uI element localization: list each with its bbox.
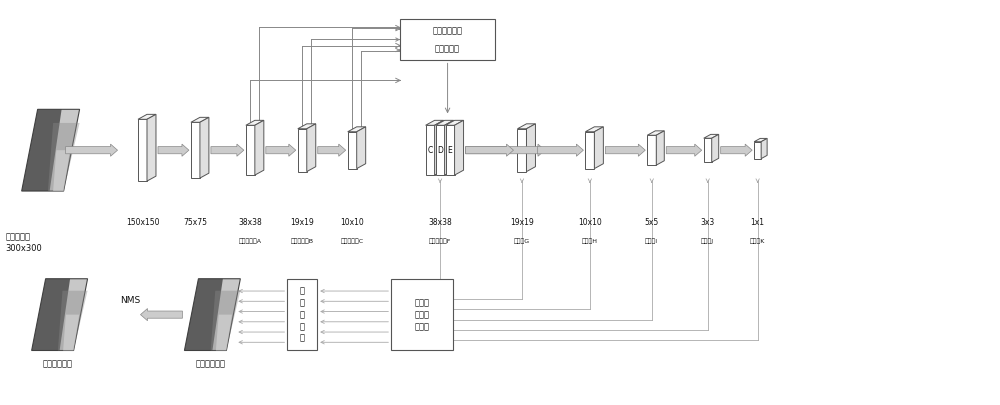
Polygon shape — [298, 124, 316, 129]
Text: 深度特征图C: 深度特征图C — [341, 238, 364, 244]
FancyArrow shape — [66, 144, 118, 156]
Polygon shape — [446, 120, 464, 125]
Polygon shape — [426, 125, 435, 175]
Text: 10x10: 10x10 — [578, 218, 602, 227]
Polygon shape — [426, 120, 444, 125]
Text: 1x1: 1x1 — [751, 218, 765, 227]
Text: E: E — [448, 146, 452, 155]
Polygon shape — [526, 124, 535, 172]
Polygon shape — [246, 120, 264, 125]
Polygon shape — [22, 109, 80, 191]
FancyArrow shape — [537, 144, 583, 156]
Polygon shape — [191, 122, 200, 178]
Polygon shape — [32, 279, 88, 350]
FancyArrow shape — [318, 144, 346, 156]
Text: 75x75: 75x75 — [183, 218, 207, 227]
Polygon shape — [436, 120, 454, 125]
FancyArrow shape — [158, 144, 189, 156]
Text: 输入图像：: 输入图像： — [6, 232, 31, 241]
Polygon shape — [32, 279, 70, 350]
Polygon shape — [446, 125, 455, 175]
Polygon shape — [138, 119, 147, 181]
Polygon shape — [647, 131, 664, 135]
Polygon shape — [647, 135, 656, 165]
Polygon shape — [53, 150, 70, 191]
Text: 5x5: 5x5 — [645, 218, 659, 227]
Polygon shape — [585, 127, 603, 132]
FancyBboxPatch shape — [391, 279, 453, 350]
Text: 深度特征图A: 深度特征图A — [239, 238, 262, 244]
Polygon shape — [211, 291, 240, 350]
Polygon shape — [348, 127, 366, 132]
FancyArrow shape — [466, 144, 513, 156]
Polygon shape — [761, 139, 767, 159]
Polygon shape — [436, 125, 445, 175]
Text: 最终检测结果: 最终检测结果 — [43, 359, 73, 369]
FancyArrow shape — [266, 144, 296, 156]
Text: 特征图G: 特征图G — [514, 238, 530, 244]
Text: 10x10: 10x10 — [340, 218, 364, 227]
Polygon shape — [184, 279, 240, 350]
Polygon shape — [298, 129, 307, 172]
Polygon shape — [585, 132, 594, 168]
Polygon shape — [348, 132, 357, 168]
Text: NMS: NMS — [120, 296, 141, 305]
Text: D: D — [437, 146, 443, 155]
FancyArrow shape — [666, 144, 702, 156]
Polygon shape — [754, 139, 767, 142]
Text: 特征图I: 特征图I — [645, 238, 658, 244]
FancyArrow shape — [605, 144, 645, 156]
Polygon shape — [147, 114, 156, 181]
Polygon shape — [357, 127, 366, 168]
Text: 300x300: 300x300 — [6, 244, 42, 253]
Polygon shape — [656, 131, 664, 165]
Text: 多
尺
度
检
测: 多 尺 度 检 测 — [300, 286, 305, 343]
Polygon shape — [184, 279, 223, 350]
Text: 特征图J: 特征图J — [701, 238, 714, 244]
Polygon shape — [754, 142, 761, 159]
Text: 38x38: 38x38 — [238, 218, 262, 227]
Text: 征融合模块: 征融合模块 — [435, 44, 460, 53]
FancyArrow shape — [211, 144, 244, 156]
Text: 初步检测结果: 初步检测结果 — [195, 359, 225, 369]
Polygon shape — [22, 109, 62, 191]
Polygon shape — [307, 124, 316, 172]
Polygon shape — [704, 134, 719, 138]
Polygon shape — [138, 114, 156, 119]
Polygon shape — [191, 117, 209, 122]
Polygon shape — [455, 120, 464, 175]
Polygon shape — [704, 138, 712, 162]
FancyBboxPatch shape — [287, 279, 317, 350]
FancyBboxPatch shape — [400, 19, 495, 60]
Polygon shape — [255, 120, 264, 175]
FancyArrow shape — [721, 144, 752, 156]
Text: 19x19: 19x19 — [510, 218, 534, 227]
Text: 38x38: 38x38 — [428, 218, 452, 227]
Text: 高效通
道注意
力模块: 高效通 道注意 力模块 — [415, 298, 430, 331]
Polygon shape — [594, 127, 603, 168]
Text: 150x150: 150x150 — [126, 218, 159, 227]
Polygon shape — [58, 291, 88, 350]
Polygon shape — [200, 117, 209, 178]
Polygon shape — [517, 129, 526, 172]
Polygon shape — [712, 134, 719, 162]
Text: 3x3: 3x3 — [701, 218, 715, 227]
FancyArrow shape — [140, 309, 182, 321]
Text: 特征图H: 特征图H — [582, 238, 598, 244]
Polygon shape — [63, 315, 79, 350]
Polygon shape — [48, 123, 80, 191]
Polygon shape — [517, 124, 535, 129]
FancyArrow shape — [466, 144, 545, 156]
Text: 特征图K: 特征图K — [750, 238, 765, 244]
Text: 多尺度像素特: 多尺度像素特 — [433, 26, 463, 35]
Text: 融合特征图F: 融合特征图F — [429, 238, 451, 244]
Text: 深度特征图B: 深度特征图B — [291, 238, 314, 244]
Polygon shape — [435, 120, 444, 175]
Text: 19x19: 19x19 — [290, 218, 314, 227]
Polygon shape — [216, 315, 232, 350]
Polygon shape — [246, 125, 255, 175]
Polygon shape — [445, 120, 454, 175]
Text: C: C — [427, 146, 433, 155]
